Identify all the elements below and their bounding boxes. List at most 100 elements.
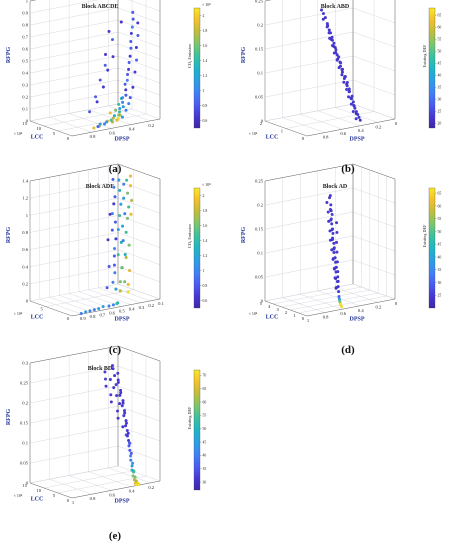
y-tick-label-0: 0: [67, 498, 70, 503]
grid-x-floor-5: [88, 289, 131, 305]
z-tick-label-2: 0.1: [22, 441, 28, 446]
colorbar-tick-label-8: 65: [438, 192, 442, 196]
scatter-point: [119, 240, 123, 244]
scatter-point: [334, 240, 339, 244]
y-axis-label: LCC: [266, 135, 279, 141]
colorbar-tick-label-5: 45: [438, 62, 442, 66]
scatter-point: [120, 266, 124, 270]
y-tick-label-1: 1: [293, 313, 296, 318]
scatter-point: [121, 96, 125, 100]
z-tick-label-1: 0.05: [255, 95, 264, 100]
z-tick-label-3: 0.15: [255, 227, 264, 232]
chart-title: Block ABD: [321, 4, 350, 10]
scatter-point: [329, 209, 333, 213]
z-tick-label-4: 0.2: [257, 203, 263, 208]
box-edge-top-back: [29, 163, 119, 182]
scatter-point: [332, 41, 336, 45]
scatter-point: [126, 431, 130, 435]
grid-x-floor-8: [117, 283, 161, 300]
chart-3-svg: 10.80.60.40.2001234500.050.10.150.20.25×…: [241, 163, 442, 323]
grid-z-back-5: [29, 198, 119, 216]
y-tick-label-3: 15: [22, 121, 27, 126]
scatter-point: [111, 177, 115, 181]
scatter-point: [136, 33, 140, 38]
y-axis-label: LCC: [266, 315, 279, 321]
scatter-point: [114, 108, 118, 112]
scatter-point: [128, 454, 133, 458]
x-tick-label-4: 0: [395, 121, 398, 126]
scatter-point: [336, 275, 340, 279]
z-axis-label: RFPG: [241, 47, 247, 64]
grid-y-floor-2: [43, 470, 133, 489]
x-tick-label-1: 0.8: [323, 315, 329, 320]
chart-2-colorbar: 0.6 0.8 1 1.2 1.4 1.6 1.8 2 × 10⁸ CO₂ Emission: [187, 182, 211, 309]
grid-z-side-2: [352, 235, 396, 252]
grid-z-back-4: [264, 7, 354, 26]
z-tick-label-5: 0.25: [255, 0, 264, 4]
scatter-point: [335, 58, 339, 62]
x-axis-label: DPSP: [350, 137, 365, 143]
scatter-point: [108, 377, 112, 382]
scatter-point: [121, 239, 125, 243]
y-multiplier: × 10⁴: [14, 493, 23, 498]
scatter-point: [354, 110, 358, 114]
scatter-point: [129, 458, 133, 462]
scatter-point: [95, 100, 99, 104]
colorbar-tick-label-1: 25: [438, 110, 442, 114]
y-tick-label-3: 15: [22, 483, 27, 488]
scatter-point: [115, 118, 119, 122]
scatter-point: [132, 478, 136, 482]
scatter-point: [124, 230, 128, 234]
scatter-point: [129, 31, 133, 35]
y-tick-label-2: 2: [285, 310, 288, 315]
scatter-point: [332, 247, 336, 251]
y-multiplier: × 10⁴: [14, 131, 23, 136]
scatter-point: [336, 279, 340, 283]
grid-z-back-1: [264, 259, 354, 278]
chart-0-points: [88, 10, 140, 130]
scatter-point: [112, 247, 117, 251]
scatter-point: [133, 70, 137, 74]
scatter-point: [116, 227, 120, 232]
colorbar-tick-label-4: 50: [203, 427, 207, 431]
scatter-point: [325, 200, 329, 205]
z-axis-label: RFPG: [241, 227, 247, 244]
grid-z-back-5: [29, 365, 119, 384]
scatter-point: [127, 67, 131, 71]
grid-z-side-3: [352, 211, 396, 228]
z-tick-label-9: 0.9: [22, 11, 28, 16]
grid-z-back-4: [29, 215, 119, 233]
scatter-point: [103, 52, 108, 56]
scatter-point: [114, 382, 118, 387]
scatter-point: [128, 448, 132, 452]
x-axis-label: DPSP: [115, 137, 130, 143]
y-tick-label-5: 5: [260, 301, 263, 306]
scatter-point: [328, 193, 332, 198]
x-tick-label-7: 0.2: [148, 303, 154, 308]
grid-z-back-3: [29, 232, 119, 250]
scatter-point: [126, 191, 130, 195]
colorbar-tick-label-6: 1.8: [203, 209, 208, 213]
y-tick-label-1: 5: [53, 493, 56, 498]
z-tick-label-1: 0.05: [255, 275, 264, 280]
grid-z-side-5: [117, 43, 161, 60]
x-tick-label-0: 0.8: [323, 135, 329, 140]
scatter-point: [129, 174, 133, 178]
scatter-point: [345, 80, 349, 85]
scatter-point: [111, 55, 115, 59]
grid-x-floor-2: [88, 109, 131, 125]
colorbar-tick-label-2: 30: [438, 98, 442, 102]
grid-z-back-2: [29, 425, 119, 444]
scatter-point: [116, 253, 120, 257]
z-tick-label-1: 0.05: [20, 461, 29, 466]
y-tick-label-2: 10: [36, 488, 41, 493]
scatter-point: [105, 286, 109, 290]
scatter-point: [358, 118, 362, 122]
colorbar-tick-label-0: 20: [438, 122, 442, 126]
scatter-point: [107, 264, 111, 269]
z-tick-label-5: 0.5: [22, 59, 28, 64]
scatter-point: [127, 60, 131, 65]
grid-y-floor-3: [29, 465, 119, 484]
colorbar-tick-label-4: 1.4: [203, 239, 208, 243]
colorbar-bar: [428, 7, 436, 129]
